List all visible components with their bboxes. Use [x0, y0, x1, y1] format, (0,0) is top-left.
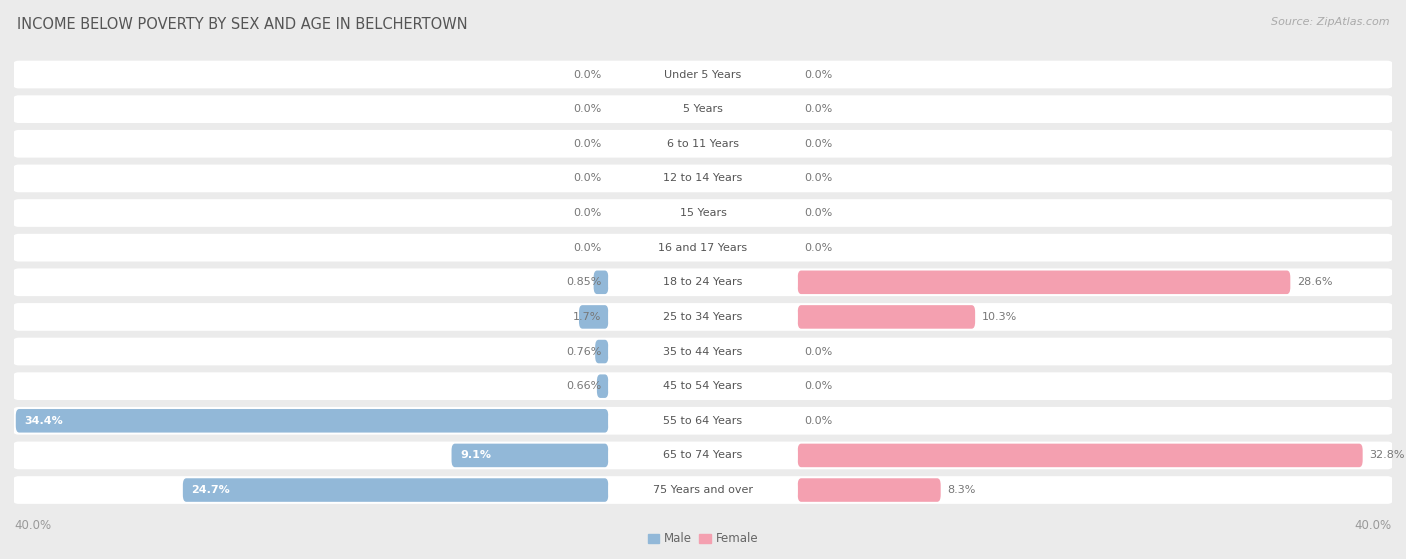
Text: 12 to 14 Years: 12 to 14 Years	[664, 173, 742, 183]
FancyBboxPatch shape	[8, 61, 1398, 88]
FancyBboxPatch shape	[609, 201, 797, 225]
FancyBboxPatch shape	[609, 409, 797, 433]
Text: 0.0%: 0.0%	[804, 381, 832, 391]
FancyBboxPatch shape	[609, 236, 797, 259]
Text: 0.76%: 0.76%	[567, 347, 602, 357]
FancyBboxPatch shape	[609, 375, 797, 398]
FancyBboxPatch shape	[797, 271, 1291, 294]
Text: 24.7%: 24.7%	[191, 485, 231, 495]
Text: 0.0%: 0.0%	[804, 104, 832, 114]
FancyBboxPatch shape	[609, 271, 797, 294]
FancyBboxPatch shape	[609, 132, 797, 155]
FancyBboxPatch shape	[797, 479, 941, 502]
FancyBboxPatch shape	[8, 130, 1398, 158]
FancyBboxPatch shape	[593, 271, 609, 294]
Text: 45 to 54 Years: 45 to 54 Years	[664, 381, 742, 391]
Text: 35 to 44 Years: 35 to 44 Years	[664, 347, 742, 357]
Text: 32.8%: 32.8%	[1369, 451, 1405, 461]
Text: Under 5 Years: Under 5 Years	[665, 69, 741, 79]
Text: 6 to 11 Years: 6 to 11 Years	[666, 139, 740, 149]
FancyBboxPatch shape	[183, 479, 609, 502]
FancyBboxPatch shape	[8, 338, 1398, 366]
Text: 0.0%: 0.0%	[574, 243, 602, 253]
FancyBboxPatch shape	[15, 409, 609, 433]
Text: 25 to 34 Years: 25 to 34 Years	[664, 312, 742, 322]
Text: 34.4%: 34.4%	[24, 416, 63, 426]
Text: 0.0%: 0.0%	[804, 416, 832, 426]
Text: 8.3%: 8.3%	[948, 485, 976, 495]
Text: 0.0%: 0.0%	[804, 347, 832, 357]
FancyBboxPatch shape	[595, 340, 609, 363]
Text: Source: ZipAtlas.com: Source: ZipAtlas.com	[1271, 17, 1389, 27]
FancyBboxPatch shape	[609, 479, 797, 502]
Legend: Male, Female: Male, Female	[643, 528, 763, 550]
Text: 15 Years: 15 Years	[679, 208, 727, 218]
FancyBboxPatch shape	[451, 444, 609, 467]
Text: 0.0%: 0.0%	[804, 173, 832, 183]
FancyBboxPatch shape	[579, 305, 609, 329]
FancyBboxPatch shape	[8, 372, 1398, 400]
Text: 65 to 74 Years: 65 to 74 Years	[664, 451, 742, 461]
Text: 0.0%: 0.0%	[574, 69, 602, 79]
FancyBboxPatch shape	[609, 63, 797, 86]
Text: 0.0%: 0.0%	[574, 139, 602, 149]
Text: 75 Years and over: 75 Years and over	[652, 485, 754, 495]
FancyBboxPatch shape	[797, 305, 976, 329]
Text: 40.0%: 40.0%	[1355, 519, 1392, 533]
Text: 0.85%: 0.85%	[567, 277, 602, 287]
Text: 0.0%: 0.0%	[574, 104, 602, 114]
FancyBboxPatch shape	[8, 442, 1398, 469]
Text: 0.0%: 0.0%	[804, 208, 832, 218]
FancyBboxPatch shape	[609, 97, 797, 121]
FancyBboxPatch shape	[8, 234, 1398, 262]
FancyBboxPatch shape	[8, 164, 1398, 192]
FancyBboxPatch shape	[609, 167, 797, 190]
Text: 0.0%: 0.0%	[574, 208, 602, 218]
FancyBboxPatch shape	[609, 444, 797, 467]
FancyBboxPatch shape	[8, 268, 1398, 296]
Text: 55 to 64 Years: 55 to 64 Years	[664, 416, 742, 426]
FancyBboxPatch shape	[8, 303, 1398, 331]
Text: 0.0%: 0.0%	[804, 139, 832, 149]
Text: 9.1%: 9.1%	[460, 451, 491, 461]
FancyBboxPatch shape	[598, 375, 609, 398]
FancyBboxPatch shape	[8, 199, 1398, 227]
Text: 0.0%: 0.0%	[804, 243, 832, 253]
Text: 5 Years: 5 Years	[683, 104, 723, 114]
Text: 10.3%: 10.3%	[981, 312, 1018, 322]
Text: 40.0%: 40.0%	[14, 519, 51, 533]
FancyBboxPatch shape	[8, 407, 1398, 435]
Text: INCOME BELOW POVERTY BY SEX AND AGE IN BELCHERTOWN: INCOME BELOW POVERTY BY SEX AND AGE IN B…	[17, 17, 468, 32]
Text: 16 and 17 Years: 16 and 17 Years	[658, 243, 748, 253]
Text: 28.6%: 28.6%	[1298, 277, 1333, 287]
Text: 0.0%: 0.0%	[574, 173, 602, 183]
FancyBboxPatch shape	[797, 444, 1362, 467]
FancyBboxPatch shape	[609, 305, 797, 329]
FancyBboxPatch shape	[609, 340, 797, 363]
Text: 1.7%: 1.7%	[574, 312, 602, 322]
FancyBboxPatch shape	[8, 476, 1398, 504]
Text: 0.0%: 0.0%	[804, 69, 832, 79]
FancyBboxPatch shape	[8, 96, 1398, 123]
Text: 18 to 24 Years: 18 to 24 Years	[664, 277, 742, 287]
Text: 0.66%: 0.66%	[567, 381, 602, 391]
